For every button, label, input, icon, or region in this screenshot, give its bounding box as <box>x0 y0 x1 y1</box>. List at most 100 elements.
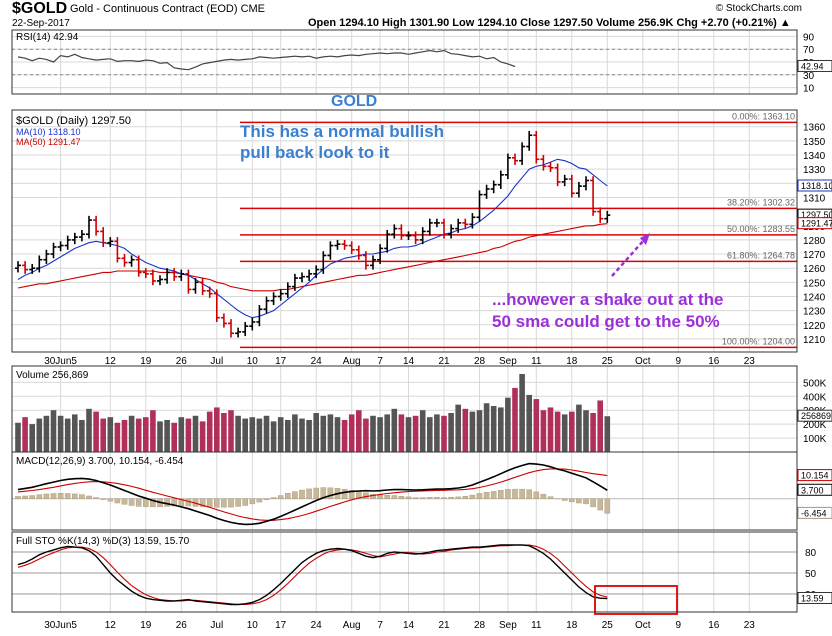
volume-bar <box>22 417 28 452</box>
date-tick-label-bottom: 24 <box>311 620 323 631</box>
volume-bar <box>356 410 362 452</box>
fib-level-label: 50.00%: 1283.55 <box>727 224 795 234</box>
macd-histogram-bar <box>469 494 476 499</box>
date-tick-label-bottom: 19 <box>140 620 152 631</box>
date-tick-label: 16 <box>708 356 720 367</box>
volume-bar <box>561 414 568 452</box>
volume-bar <box>483 403 490 452</box>
date-tick-label-bottom: 28 <box>474 620 486 631</box>
macd-histogram-bar <box>256 498 263 503</box>
macd-histogram-bar <box>178 498 185 507</box>
macd-histogram-bar <box>228 498 234 508</box>
volume-bar <box>441 415 447 452</box>
volume-bar <box>363 418 369 452</box>
volume-bar <box>157 421 163 452</box>
price-panel <box>11 109 798 353</box>
axis-tick-label: 400K <box>803 392 827 403</box>
macd-histogram-bar <box>263 498 270 501</box>
axis-tick-label: 1330 <box>803 165 826 176</box>
macd-line <box>17 462 608 526</box>
axis-tick-label: 1220 <box>803 321 826 332</box>
volume-bar <box>206 411 213 452</box>
volume-title: Volume 256,869 <box>16 370 89 381</box>
macd-histogram-bar <box>419 497 426 499</box>
volume-bar <box>114 422 121 452</box>
date-tick-label: Jul <box>210 356 223 367</box>
date-tick-label-bottom: 14 <box>403 620 415 631</box>
volume-bar <box>164 419 170 452</box>
macd-histogram-bar <box>64 493 71 499</box>
macd-histogram-bar <box>597 498 603 511</box>
volume-bar <box>50 410 57 452</box>
volume-bar <box>79 419 85 452</box>
date-tick-label: 9 <box>676 356 682 367</box>
date-tick-label-bottom: 11 <box>531 620 542 631</box>
macd-histogram-bar <box>270 497 277 499</box>
macd-histogram-bar <box>242 498 249 506</box>
macd-histogram-bar <box>249 498 256 505</box>
volume-bar <box>185 418 192 452</box>
macd-histogram-bar <box>448 497 454 499</box>
volume-bar <box>128 415 135 452</box>
value-tag-label: 1297.50 <box>801 210 832 220</box>
macd-histogram-bar <box>15 496 21 499</box>
macd-histogram-bar <box>384 495 391 499</box>
date-tick-label: 10 <box>247 356 259 367</box>
date-tick-label-bottom: Aug <box>343 620 361 631</box>
macd-histogram-bar <box>583 498 589 505</box>
macd-histogram-bar <box>100 498 106 500</box>
macd-histogram-bar <box>341 488 348 499</box>
volume-bar <box>270 421 277 452</box>
chart-description: Gold - Continuous Contract (EOD) CME <box>70 3 266 15</box>
date-tick-label-bottom: Sep <box>499 620 517 631</box>
volume-bar <box>469 411 476 452</box>
volume-bar <box>242 418 248 452</box>
value-tag-box <box>797 217 832 230</box>
stochastic-highlight-box <box>594 585 678 615</box>
chart-date: 22-Sep-2017 <box>12 18 70 29</box>
volume-bar <box>228 410 234 452</box>
volume-bar <box>448 413 454 452</box>
macd-histogram-bar <box>490 491 497 499</box>
macd-histogram-bar <box>213 498 220 508</box>
volume-bar <box>569 411 575 452</box>
chart-symbol: $GOLD <box>12 0 68 17</box>
macd-histogram-bar <box>569 498 575 503</box>
date-tick-label: 28 <box>474 356 486 367</box>
volume-bar <box>462 408 469 452</box>
value-tag-label: 13.59 <box>801 593 824 603</box>
macd-histogram-bar <box>348 490 355 499</box>
volume-bar <box>313 413 319 452</box>
annotation-shakeout-1: ...however a shake out at the <box>492 290 723 309</box>
axis-tick-label: 30 <box>803 71 815 82</box>
macd-histogram-bar <box>29 495 36 499</box>
volume-bar <box>405 417 412 452</box>
annotation-bullish-1: This has a normal bullish <box>240 122 444 141</box>
value-tag-box <box>797 179 832 192</box>
macd-histogram-bar <box>441 497 447 499</box>
value-tag-label: 1318.10 <box>801 181 832 191</box>
ma50-line <box>17 223 608 292</box>
stochastic-k-line <box>17 544 608 606</box>
date-tick-label: 23 <box>744 356 756 367</box>
axis-tick-label: 1260 <box>803 264 826 275</box>
axis-tick-label: 10 <box>803 84 815 95</box>
date-tick-label: Oct <box>635 356 651 367</box>
value-tag-label: 1291.47 <box>801 219 832 229</box>
fib-level-label: 38.20%: 1302.32 <box>727 197 795 207</box>
volume-bar <box>100 418 106 452</box>
volume-bar <box>590 413 596 452</box>
macd-histogram-bar <box>277 495 284 499</box>
axis-tick-label: 100K <box>803 434 827 445</box>
value-tag-box <box>797 483 832 496</box>
date-tick-label: Aug <box>343 356 361 367</box>
date-tick-label: 25 <box>602 356 614 367</box>
fib-level-label: 61.80%: 1264.78 <box>727 250 795 260</box>
volume-bar <box>57 415 64 452</box>
date-tick-label: 14 <box>403 356 415 367</box>
volume-bar <box>214 407 220 452</box>
macd-histogram-bar <box>235 498 241 507</box>
date-tick-label-bottom: 12 <box>105 620 117 631</box>
date-tick-label-bottom: 21 <box>438 620 450 631</box>
macd-histogram-bar <box>299 489 305 499</box>
